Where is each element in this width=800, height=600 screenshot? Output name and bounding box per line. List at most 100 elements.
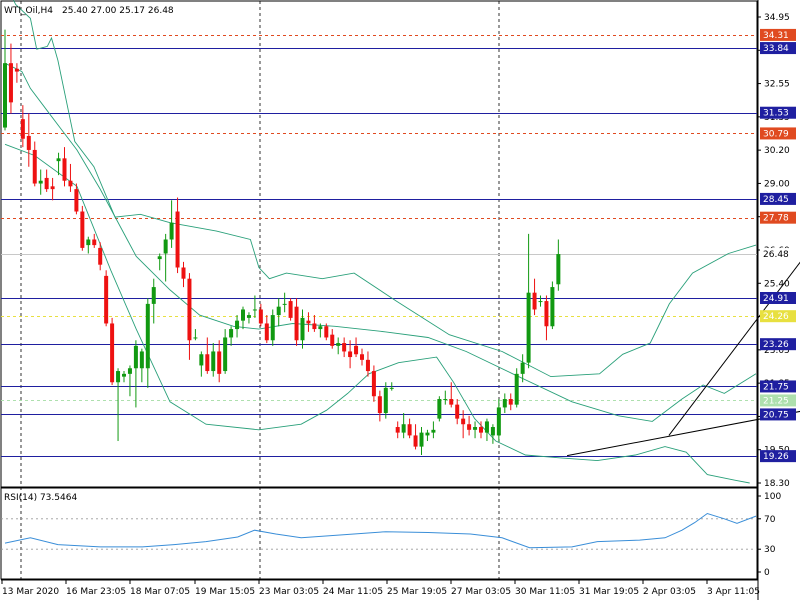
candle: [401, 413, 406, 439]
price-tag-label: 24.26: [763, 312, 789, 322]
candle-body: [550, 287, 555, 327]
candle: [455, 399, 460, 425]
price-tick-label: 34.95: [764, 13, 790, 23]
price-tag: 28.45: [760, 192, 796, 205]
candle: [300, 309, 305, 349]
time-tick-label: 18 Mar 07:05: [130, 587, 190, 597]
candle-body: [86, 239, 91, 246]
candle-body: [20, 119, 25, 139]
candle: [502, 393, 507, 414]
candle-body: [145, 303, 150, 369]
candle-body: [532, 292, 537, 310]
price-tag-bg: [760, 338, 796, 351]
candle-body: [377, 396, 382, 414]
price-tag: 30.79: [760, 127, 796, 140]
candle-body: [80, 211, 85, 248]
candle-body: [336, 343, 341, 346]
candle-body: [484, 421, 489, 433]
candle: [199, 351, 204, 377]
candle: [425, 429, 430, 442]
candle-body: [264, 323, 269, 341]
candle: [110, 317, 115, 386]
candle: [365, 351, 370, 377]
candle-body: [92, 239, 97, 246]
candle: [419, 427, 424, 456]
candle-body: [288, 301, 293, 318]
candle-body: [401, 424, 406, 433]
candle: [550, 281, 555, 330]
candle-body: [389, 387, 394, 389]
time-tick-label: 13 Mar 2020: [2, 587, 59, 597]
candle: [520, 354, 525, 383]
candle-body: [199, 354, 204, 366]
rsi-tick-label: 100: [764, 492, 781, 502]
candle-body: [508, 399, 513, 405]
candle: [223, 329, 228, 374]
candle: [407, 418, 412, 439]
candle-body: [520, 362, 525, 374]
candle-body: [246, 315, 251, 318]
trendline-1: [668, 261, 800, 436]
candle-body: [50, 186, 55, 190]
price-tick-label: 18.30: [764, 479, 790, 489]
candle-body: [151, 287, 156, 304]
price-tick-label: 25.40: [764, 279, 790, 289]
candle: [217, 340, 222, 383]
candle: [276, 298, 281, 327]
candle-body: [467, 424, 472, 430]
time-tick-label: 24 Mar 11:05: [323, 587, 383, 597]
candle: [38, 169, 43, 195]
price-tick-label: 29.00: [764, 179, 790, 189]
rsi-series: [1, 512, 757, 550]
candle-body: [211, 351, 216, 372]
candle-body: [223, 337, 228, 372]
candle: [74, 183, 79, 215]
candle: [62, 147, 67, 187]
price-tag: 31.53: [760, 106, 796, 119]
candle: [122, 371, 126, 383]
candle-body: [163, 239, 168, 254]
time-tick-label: 16 Mar 23:05: [66, 587, 126, 597]
candle-body: [514, 373, 519, 405]
candle: [116, 368, 121, 442]
candle: [544, 295, 549, 341]
price-tag: 19.26: [760, 450, 796, 463]
main-pane-frame: [0, 0, 758, 488]
candle: [473, 421, 478, 439]
candle: [235, 315, 240, 338]
candle-body: [455, 404, 460, 419]
price-tag-label: 31.53: [763, 109, 789, 119]
candle: [360, 348, 364, 366]
time-tick-label: 25 Mar 19:05: [387, 587, 447, 597]
candle: [3, 29, 7, 131]
candle: [288, 298, 293, 321]
candle-body: [258, 309, 263, 324]
candle: [80, 205, 85, 251]
candle: [151, 278, 156, 324]
candle: [496, 399, 501, 442]
candle-body: [181, 267, 186, 279]
candle: [14, 63, 19, 83]
candle-body: [306, 320, 311, 324]
candle: [133, 340, 138, 408]
price-tag: 21.25: [760, 394, 796, 407]
price-tag-bg: [760, 106, 796, 119]
candle-body: [133, 345, 138, 369]
candle-body: [502, 399, 507, 408]
rsi-pane: RSI(14) 73.5464: [0, 487, 758, 580]
candle-body: [205, 354, 210, 372]
candle-body: [235, 320, 240, 330]
price-tick-label: 32.55: [764, 80, 790, 90]
candle: [312, 315, 317, 332]
price-tick-label: 23.05: [764, 346, 790, 356]
upper-band-line: [13, 0, 757, 378]
candle: [443, 390, 448, 405]
time-tick-label: 2 Apr 03:05: [643, 587, 696, 597]
candle-body: [443, 399, 448, 401]
candle-body: [104, 275, 109, 324]
candle: [92, 233, 97, 248]
candle-body: [407, 424, 412, 436]
candle: [467, 415, 472, 436]
candle-body: [395, 427, 400, 433]
